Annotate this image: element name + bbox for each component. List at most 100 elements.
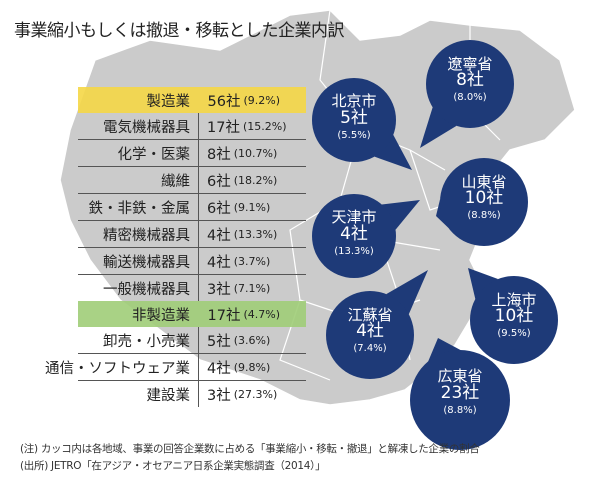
callout-bubble (326, 291, 414, 379)
table-row: 建設業 3社 (27.3%) (78, 381, 306, 407)
industry-value: 4社 (13.3%) (198, 221, 277, 247)
industry-value: 17社 (4.7%) (198, 301, 280, 327)
table-category-row: 非製造業 17社 (4.7%) (78, 301, 306, 327)
footnote-note: (注) カッコ内は各地域、事業の回答企業数に占める「事業縮小・移転・撤退」と解凍… (20, 443, 480, 455)
table-row: 繊維 6社 (18.2%) (78, 167, 306, 194)
region-percentage: (8.8%) (467, 210, 501, 222)
industry-value: 5社 (3.6%) (198, 327, 270, 353)
industry-value: 3社 (27.3%) (198, 381, 277, 407)
industry-label: 化学・医薬 (117, 146, 191, 163)
callout-pointer (468, 268, 498, 300)
region-name: 山東省 (461, 172, 507, 191)
industry-value: 3社 (7.1%) (198, 275, 270, 301)
region-percentage: (5.5%) (337, 129, 371, 141)
industry-value: 4社 (9.8%) (198, 354, 270, 380)
industry-label: 輸送機械器具 (103, 254, 190, 271)
industry-label: 精密機械器具 (103, 227, 190, 244)
region-count: 10社 (464, 188, 504, 209)
industry-label: 通信・ソフトウェア業 (45, 360, 190, 377)
company-count: 8社 (207, 146, 231, 163)
region-name: 江蘇省 (347, 305, 393, 324)
region-name: 遼寧省 (447, 54, 493, 73)
company-count: 17社 (207, 307, 241, 324)
percentage: (9.8%) (233, 360, 271, 374)
industry-value: 8社 (10.7%) (198, 140, 277, 166)
callout-bubble (312, 78, 396, 162)
region-percentage: (7.4%) (353, 343, 387, 355)
callout-bubble (440, 158, 528, 246)
industry-label: 卸売・小売業 (103, 333, 190, 350)
region-percentage: (8.8%) (443, 404, 477, 416)
percentage: (9.1%) (233, 200, 271, 214)
company-count: 4社 (207, 227, 231, 244)
table-row: 通信・ソフトウェア業 4社 (9.8%) (45, 354, 306, 381)
region-percentage: (9.5%) (497, 328, 531, 340)
callout-bubble (426, 40, 514, 128)
industry-value: 56社 (9.2%) (198, 87, 280, 113)
company-count: 5社 (207, 333, 231, 350)
industry-table: 製造業 56社 (9.2%) 電気機械器具 17社 (15.2%) 化学・医薬 8社 (10.7… (45, 87, 306, 407)
percentage: (3.6%) (233, 333, 271, 347)
region-callout: 天津市 4社 (13.3%) (312, 207, 396, 257)
company-count: 3社 (207, 387, 231, 404)
industry-label: 繊維 (161, 173, 190, 190)
company-count: 6社 (207, 200, 231, 217)
industry-label: 製造業 (146, 93, 191, 110)
region-count: 10社 (494, 306, 534, 327)
company-count: 17社 (207, 119, 240, 136)
table-row: 卸売・小売業 5社 (3.6%) (78, 327, 306, 354)
percentage: (13.3%) (233, 227, 278, 241)
industry-value: 6社 (18.2%) (198, 167, 277, 193)
table-row: 電気機械器具 17社 (15.2%) (78, 113, 306, 140)
callout-bubble (410, 350, 510, 450)
footnote-source: (出所) JETRO「在アジア・オセアニア日系企業実態調査（2014）」 (20, 460, 326, 472)
percentage: (15.2%) (242, 119, 287, 133)
table-category-row: 製造業 56社 (9.2%) (78, 87, 306, 113)
table-row: 鉄・非鉄・金属 6社 (9.1%) (78, 194, 306, 221)
percentage: (27.3%) (233, 387, 278, 401)
company-count: 4社 (207, 254, 231, 271)
percentage: (3.7%) (233, 254, 271, 268)
table-row: 一般機械器具 3社 (7.1%) (78, 275, 306, 301)
percentage: (10.7%) (233, 146, 278, 160)
industry-value: 4社 (3.7%) (198, 248, 270, 274)
callout-pointer (428, 338, 461, 362)
chart-title: 事業縮小もしくは撤退・移転とした企業内訳 (14, 21, 345, 41)
percentage: (18.2%) (233, 173, 278, 187)
region-count: 4社 (340, 223, 368, 244)
industry-label: 非製造業 (132, 307, 190, 324)
callout-bubble (312, 194, 396, 278)
table-row: 精密機械器具 4社 (13.3%) (78, 221, 306, 248)
company-count: 56社 (207, 93, 241, 110)
region-callout: 山東省 10社 (8.8%) (440, 172, 528, 222)
region-count: 4社 (356, 321, 384, 342)
callout-pointer (420, 107, 457, 148)
company-count: 4社 (207, 360, 231, 377)
industry-label: 建設業 (146, 387, 191, 404)
industry-label: 一般機械器具 (103, 281, 190, 298)
table-row: 化学・医薬 8社 (10.7%) (78, 140, 306, 167)
region-count: 5社 (340, 107, 368, 128)
industry-label: 電気機械器具 (103, 119, 190, 136)
callout-bubble (470, 276, 558, 364)
industry-label: 鉄・非鉄・金属 (88, 200, 191, 217)
callout-pointer (374, 134, 412, 170)
region-percentage: (8.0%) (453, 92, 487, 104)
callout-pointer (381, 200, 420, 230)
region-name: 上海市 (491, 290, 537, 309)
percentage: (4.7%) (243, 307, 280, 321)
company-count: 3社 (207, 281, 231, 298)
region-callout: 上海市 10社 (9.5%) (470, 290, 558, 340)
industry-value: 6社 (9.1%) (198, 194, 270, 220)
region-count: 23社 (440, 382, 480, 403)
region-name: 天津市 (331, 207, 377, 226)
company-count: 6社 (207, 173, 231, 190)
region-callout: 北京市 5社 (5.5%) (312, 91, 396, 141)
region-name: 北京市 (331, 91, 377, 110)
region-callout: 広東省 23社 (8.8%) (410, 367, 510, 416)
percentage: (9.2%) (243, 93, 280, 107)
region-name: 広東省 (437, 367, 483, 385)
table-row: 輸送機械器具 4社 (3.7%) (78, 248, 306, 275)
percentage: (7.1%) (233, 281, 271, 295)
